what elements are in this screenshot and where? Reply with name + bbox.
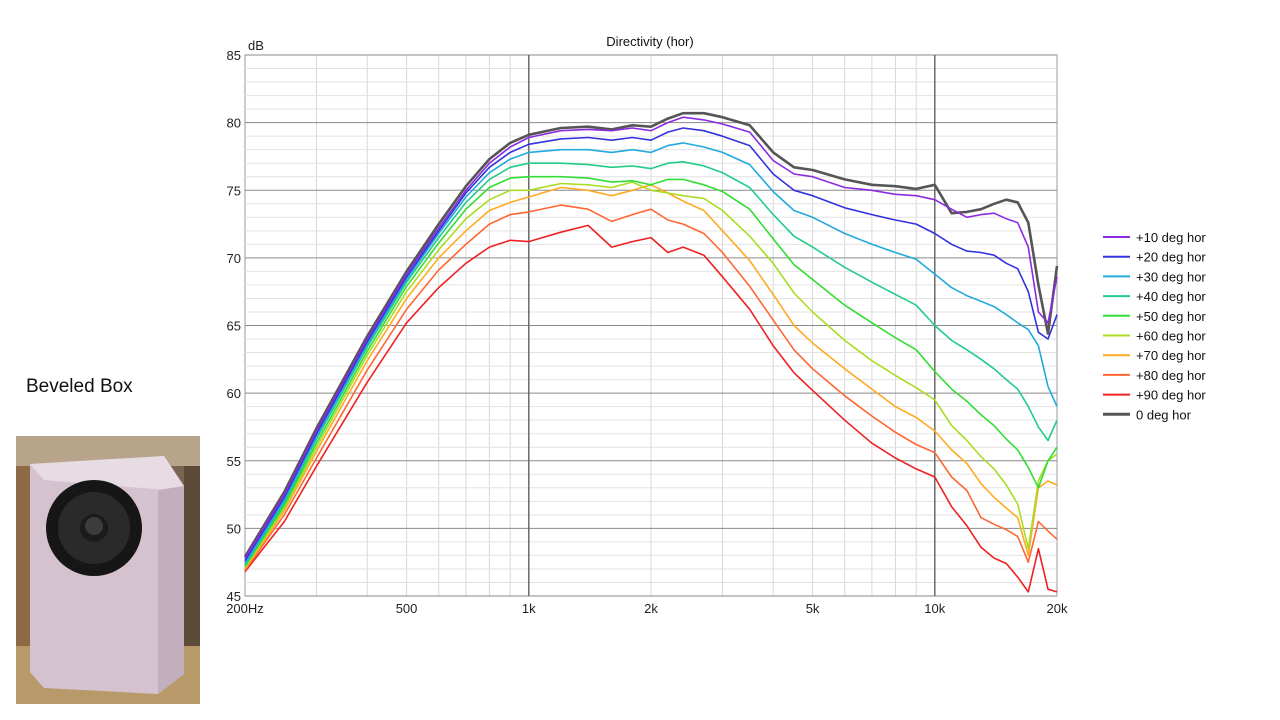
series-line [244, 127, 1058, 562]
y-tick-label: 45 [227, 589, 241, 604]
y-axis-unit: dB [248, 38, 264, 53]
series-line [244, 184, 1058, 570]
series-line [244, 142, 1058, 564]
x-tick-label: 500 [396, 601, 418, 616]
series-line [244, 181, 1058, 569]
speaker-box-photo [16, 436, 200, 704]
legend-label: +60 deg hor [1136, 329, 1206, 344]
y-tick-label: 50 [227, 521, 241, 536]
x-tick-label: 10k [924, 601, 945, 616]
x-tick-label: 1k [522, 601, 536, 616]
y-tick-label: 85 [227, 48, 241, 63]
x-tick-label: 5k [806, 601, 820, 616]
x-tick-label: 200Hz [226, 601, 264, 616]
series-line [244, 175, 1058, 567]
series-line [244, 224, 1058, 593]
series-line [244, 204, 1058, 571]
legend-label: +40 deg hor [1136, 289, 1206, 304]
x-tick-label: 2k [644, 601, 658, 616]
legend-label: +30 deg hor [1136, 269, 1206, 284]
legend-label: +90 deg hor [1136, 388, 1206, 403]
y-tick-label: 55 [227, 454, 241, 469]
x-tick-label: 20k [1047, 601, 1068, 616]
legend-label: +50 deg hor [1136, 309, 1206, 324]
y-tick-label: 80 [227, 116, 241, 131]
y-tick-label: 60 [227, 386, 241, 401]
y-tick-label: 65 [227, 319, 241, 334]
series-line [244, 161, 1058, 566]
legend-label: 0 deg hor [1136, 407, 1192, 422]
legend-label: +70 deg hor [1136, 348, 1206, 363]
y-tick-label: 75 [227, 183, 241, 198]
legend: +10 deg hor +20 deg hor +30 deg hor +40 deg… [1103, 230, 1206, 422]
series-line [244, 116, 1058, 559]
caption: Beveled Box [26, 376, 133, 397]
y-tick-label: 70 [227, 251, 241, 266]
series-line [243, 111, 1059, 558]
legend-label: +10 deg hor [1136, 230, 1206, 245]
axis-ticks: 45 50 55 60 65 70 75 80 85 200Hz 500 1k 2k 5k 10k 20k [226, 48, 1068, 616]
legend-label: +20 deg hor [1136, 250, 1206, 265]
series-lines [243, 111, 1059, 593]
legend-label: +80 deg hor [1136, 368, 1206, 383]
chart-title: Directivity (hor) [606, 34, 693, 49]
